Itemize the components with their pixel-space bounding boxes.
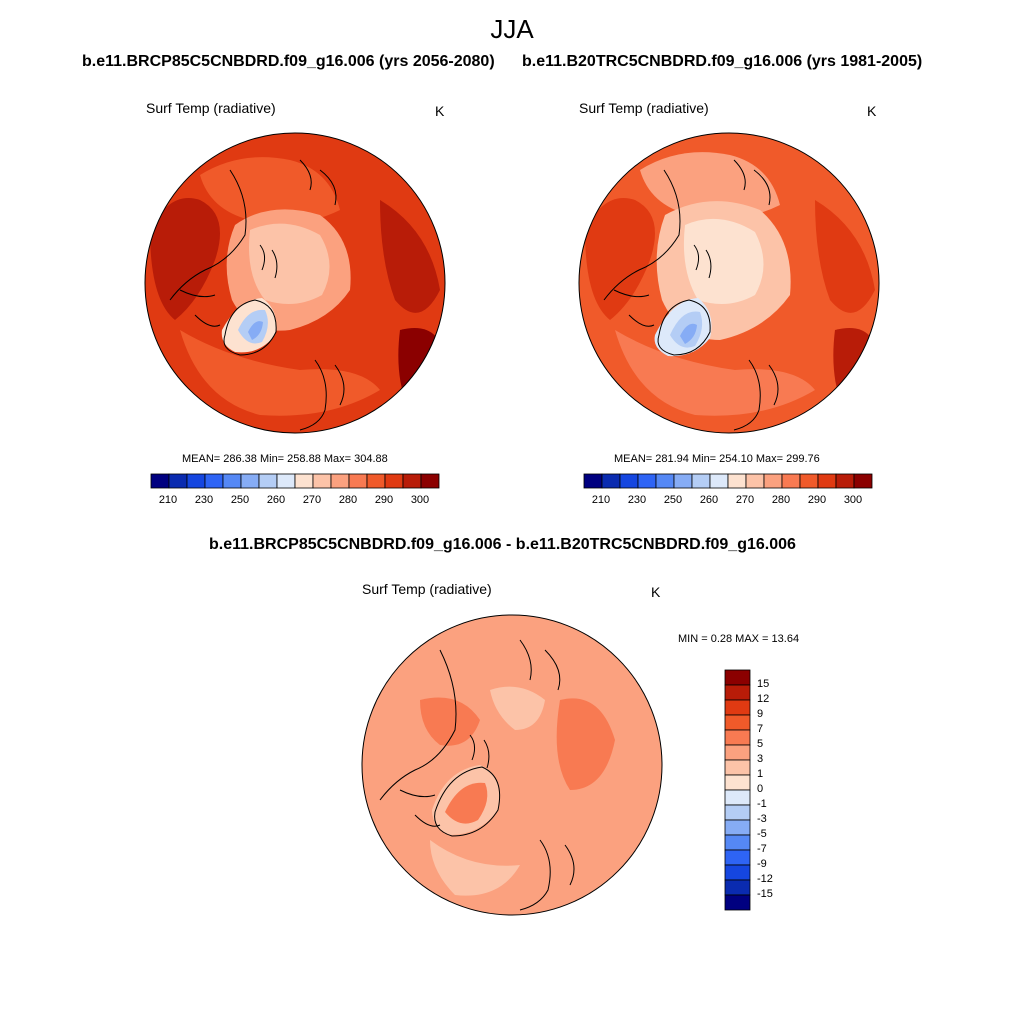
panel-2-colorbar-tick-label: 250 [663, 494, 683, 506]
panel-2-colorbar-box [655, 473, 675, 489]
panel-3-colorbar-tick-label: 15 [757, 678, 770, 690]
panel-3-variable-label: Surf Temp (radiative) [362, 581, 492, 597]
panel-1-colorbar-box [420, 473, 440, 489]
panel-3-colorbar-tick-label: 7 [757, 723, 764, 735]
panel-3-colorbar-tick-label: 5 [757, 738, 764, 750]
panel-2-colorbar-tick-label: 230 [627, 494, 647, 506]
panel-2-variable-label: Surf Temp (radiative) [579, 100, 709, 116]
panel-1-colorbar-tick-label: 280 [338, 494, 358, 506]
panel-3-title: b.e11.BRCP85C5CNBDRD.f09_g16.006 - b.e11… [209, 536, 796, 553]
panel-3-colorbar-box [724, 714, 751, 731]
panel-3-colorbar-tick-label: 1 [757, 768, 764, 780]
panel-2-colorbar-box [709, 473, 729, 489]
panel-2-colorbar-box [691, 473, 711, 489]
panel-3-colorbar-box [724, 789, 751, 806]
panel-3-colorbar-box [724, 759, 751, 776]
panel-1-map [145, 133, 445, 433]
panel-3-colorbar-tick-label: 0 [757, 783, 764, 795]
panel-2-colorbar-tick-label: 300 [843, 494, 863, 506]
panel-1-colorbar-box [348, 473, 368, 489]
panel-3-colorbar-box [724, 894, 751, 911]
panel-3-colorbar-box [724, 804, 751, 821]
panel-3-colorbar-tick-label: -5 [757, 828, 767, 840]
panel-2-colorbar-box [763, 473, 783, 489]
panel-2-colorbar-box [601, 473, 621, 489]
panel-3-colorbar-tick-label: -3 [757, 813, 767, 825]
panel-2-colorbar-box [673, 473, 693, 489]
panel-1-colorbar-box [330, 473, 350, 489]
panel-3-stats: MIN = 0.28 MAX = 13.64 [678, 633, 800, 645]
panel-2-colorbar-box [853, 473, 873, 489]
panel-2-stats: MEAN= 281.94 Min= 254.10 Max= 299.76 [614, 453, 820, 465]
panel-1-colorbar-box [402, 473, 422, 489]
panel-3-colorbar-box [724, 774, 751, 791]
panel-1-colorbar-box [222, 473, 242, 489]
panel-2-colorbar-tick-label: 260 [699, 494, 719, 506]
panel-1-colorbar-box [294, 473, 314, 489]
panel-3-colorbar-tick-label: 12 [757, 693, 770, 705]
panel-2-map [579, 133, 879, 433]
panel-2-colorbar-tick-label: 280 [771, 494, 791, 506]
panel-1-title: b.e11.BRCP85C5CNBDRD.f09_g16.006 (yrs 20… [82, 53, 495, 70]
panel-1-colorbar-tick-label: 270 [302, 494, 322, 506]
panel-1-colorbar-tick-label: 210 [158, 494, 178, 506]
panel-2-colorbar-box [799, 473, 819, 489]
panel-2-colorbar-box [727, 473, 747, 489]
panel-3-colorbar-box [724, 699, 751, 716]
panel-1-colorbar-tick-label: 260 [266, 494, 286, 506]
panel-2-title: b.e11.B20TRC5CNBDRD.f09_g16.006 (yrs 198… [522, 53, 923, 70]
panel-3-colorbar-box [724, 864, 751, 881]
panel-2-colorbar-tick-label: 270 [735, 494, 755, 506]
panel-1-colorbar-box [276, 473, 296, 489]
panel-3-units: K [651, 584, 661, 600]
panel-3-colorbar-tick-label: 9 [757, 708, 764, 720]
panel-3-colorbar-tick-label: -7 [757, 843, 767, 855]
panel-3-colorbar-box [724, 744, 751, 761]
panel-2-colorbar-box [781, 473, 801, 489]
panel-2-colorbar-box [835, 473, 855, 489]
panel-3-colorbar-box [724, 669, 751, 686]
panel-3-colorbar-tick-label: -9 [757, 858, 767, 870]
panel-2-colorbar-box [817, 473, 837, 489]
panel-2-units: K [867, 103, 877, 119]
panel-3-colorbar-box [724, 729, 751, 746]
panel-1-colorbar-box [204, 473, 224, 489]
panel-2-colorbar-box [619, 473, 639, 489]
panel-1-variable-label: Surf Temp (radiative) [146, 100, 276, 116]
panel-1-colorbar-box [186, 473, 206, 489]
panel-3-colorbar-box [724, 834, 751, 851]
panel-1-colorbar-box [150, 473, 170, 489]
panel-1-colorbar-box [366, 473, 386, 489]
panel-3-colorbar-box [724, 684, 751, 701]
panel-2-colorbar-box [583, 473, 603, 489]
panel-1-units: K [435, 103, 445, 119]
season-title: JJA [490, 14, 534, 44]
panel-1-colorbar-box [384, 473, 404, 489]
panel-3-map [362, 615, 662, 915]
panel-2-colorbar-tick-label: 290 [807, 494, 827, 506]
panel-1-colorbar-box [240, 473, 260, 489]
panel-2-colorbar-box [745, 473, 765, 489]
panel-3-colorbar-tick-label: 3 [757, 753, 764, 765]
panel-1-colorbar-tick-label: 230 [194, 494, 214, 506]
panel-1-colorbar-tick-label: 300 [410, 494, 430, 506]
panel-3-colorbar-tick-label: -12 [757, 873, 773, 885]
panel-1-stats: MEAN= 286.38 Min= 258.88 Max= 304.88 [182, 453, 388, 465]
panel-3-colorbar-tick-label: -15 [757, 888, 773, 900]
panel-3-colorbar-box [724, 879, 751, 896]
panel-2-colorbar [583, 473, 873, 489]
panel-2-colorbar-tick-label: 210 [591, 494, 611, 506]
panel-3-colorbar [724, 669, 751, 911]
panel-3-colorbar-tick-label: -1 [757, 798, 767, 810]
panel-3-colorbar-box [724, 849, 751, 866]
panel-1-colorbar-box [258, 473, 278, 489]
panel-1-colorbar-tick-label: 250 [230, 494, 250, 506]
panel-1-colorbar-box [168, 473, 188, 489]
panel-3-colorbar-box [724, 819, 751, 836]
panel-1-colorbar-tick-label: 290 [374, 494, 394, 506]
panel-1-colorbar [150, 473, 440, 489]
panel-2-colorbar-box [637, 473, 657, 489]
panel-1-colorbar-box [312, 473, 332, 489]
